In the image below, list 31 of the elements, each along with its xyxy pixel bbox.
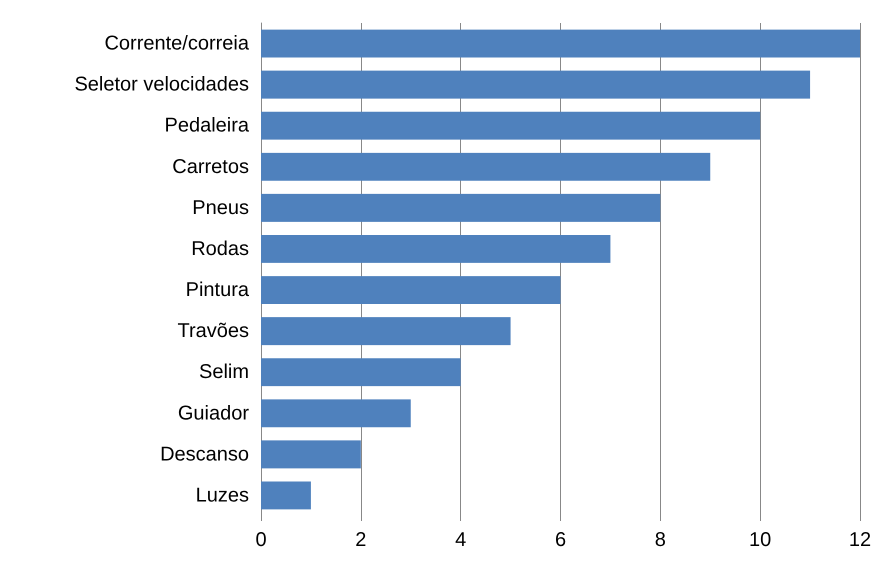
x-tick-label: 6 bbox=[554, 529, 566, 551]
x-tick-label: 10 bbox=[749, 529, 772, 551]
bar bbox=[261, 234, 610, 263]
bar bbox=[261, 152, 710, 181]
y-tick-label: Pedaleira bbox=[164, 114, 250, 137]
bar bbox=[261, 481, 311, 510]
bar bbox=[261, 30, 860, 58]
bar bbox=[261, 194, 660, 222]
bar bbox=[261, 112, 760, 140]
bar bbox=[261, 440, 361, 468]
y-tick-label: Selim bbox=[198, 361, 249, 384]
y-tick-label: Guiador bbox=[178, 402, 250, 424]
bar bbox=[261, 317, 511, 346]
y-tick-label: Seletor velocidades bbox=[74, 74, 249, 96]
y-tick-label: Descanso bbox=[160, 443, 249, 466]
x-tick-label: 0 bbox=[255, 529, 267, 551]
bar bbox=[261, 399, 411, 428]
y-tick-label: Pintura bbox=[186, 279, 250, 302]
x-tick-label: 4 bbox=[455, 529, 466, 551]
x-tick-label: 12 bbox=[848, 529, 872, 551]
y-tick-label: Travões bbox=[177, 320, 249, 342]
bar bbox=[261, 358, 461, 386]
y-tick-label: Rodas bbox=[191, 238, 249, 260]
x-tick-label: 2 bbox=[355, 529, 366, 551]
y-tick-label: Carretos bbox=[172, 156, 249, 178]
bar bbox=[261, 276, 560, 304]
y-tick-label: Luzes bbox=[196, 484, 249, 506]
x-tick-label: 8 bbox=[654, 529, 666, 551]
bar bbox=[261, 70, 810, 99]
y-tick-label: Corrente/correia bbox=[104, 32, 250, 55]
y-tick-label: Pneus bbox=[192, 196, 249, 219]
